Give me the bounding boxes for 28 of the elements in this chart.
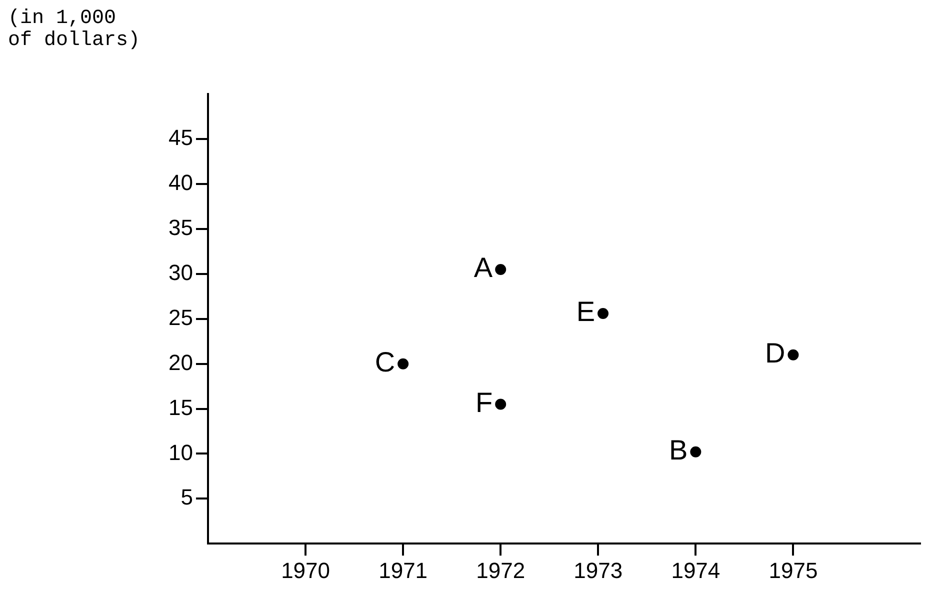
x-tick-label: 1970 — [281, 558, 330, 583]
x-tick-label: 1972 — [476, 558, 526, 583]
point — [495, 264, 506, 275]
x-tick-label: 1975 — [768, 558, 818, 583]
point — [690, 446, 702, 458]
series-label: C — [374, 346, 396, 378]
point — [495, 398, 506, 410]
y-axis-title: (in 1,000 of dollars) — [8, 7, 142, 52]
x-tick-label: 1971 — [378, 558, 428, 583]
series-label: A — [474, 252, 493, 284]
y-tick-label: 45 — [168, 125, 193, 150]
series-label: D — [764, 338, 786, 369]
point — [788, 349, 799, 360]
y-tick-label: 10 — [168, 440, 193, 465]
y-tick-label: 40 — [168, 170, 193, 196]
y-tick-label: 30 — [168, 260, 193, 286]
x-tick-label: 1974 — [671, 558, 720, 583]
y-tick-label: 20 — [168, 350, 193, 375]
y-tick-label: 25 — [168, 304, 193, 330]
y-tick-label: 15 — [168, 394, 193, 420]
series-label: B — [668, 434, 688, 466]
point — [398, 358, 409, 370]
y-tick-label: 35 — [168, 215, 193, 240]
point — [598, 308, 609, 320]
series-label: F — [475, 387, 493, 418]
series-label: E — [576, 296, 596, 328]
x-tick-label: 1973 — [574, 558, 623, 583]
y-tick-label: 5 — [180, 484, 193, 510]
